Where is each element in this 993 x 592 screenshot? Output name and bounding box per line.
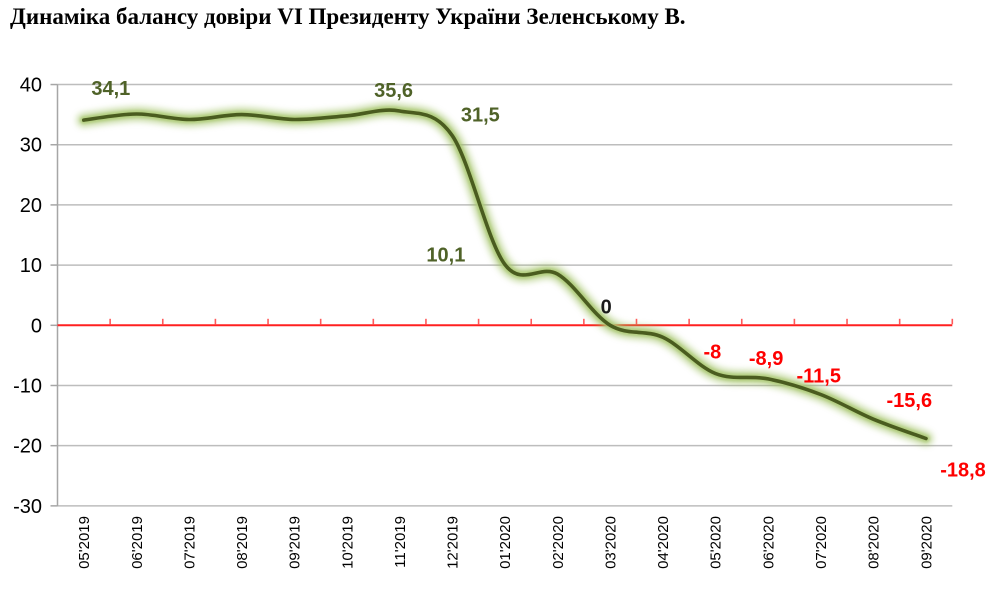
x-axis-label-08'2020: 08'2020 [866, 516, 883, 569]
point-label-03'2020: 0 [601, 296, 612, 318]
x-axis-label-07'2020: 07'2020 [813, 516, 830, 569]
point-label-11'2019: 35,6 [374, 80, 413, 102]
point-label-06'2020: -8,9 [749, 348, 783, 370]
x-axis-label-09'2020: 09'2020 [918, 516, 935, 569]
trust-line [82, 108, 928, 441]
point-label-05'2019: 34,1 [91, 78, 130, 100]
point-label-05'2020: -8 [704, 342, 722, 364]
y-axis-label--30: -30 [13, 496, 42, 518]
x-axis-label-12'2019: 12'2019 [445, 516, 462, 569]
point-label-09'2020: -18,8 [940, 460, 986, 482]
point-label-12'2019: 31,5 [461, 105, 500, 127]
point-label-08'2020: -15,6 [887, 390, 933, 412]
x-axis-label-08'2019: 08'2019 [234, 516, 251, 569]
x-axis-label-06'2019: 06'2019 [129, 516, 146, 569]
x-axis-label-03'2020: 03'2020 [602, 516, 619, 569]
x-axis-label-05'2020: 05'2020 [708, 516, 725, 569]
x-axis-label-11'2019: 11'2019 [392, 516, 409, 568]
y-axis-label--10: -10 [13, 375, 42, 397]
x-axis-label-10'2019: 10'2019 [339, 516, 356, 569]
point-label-01'2020: 10,1 [426, 245, 465, 267]
y-axis-label--20: -20 [13, 436, 42, 458]
y-axis-label-10: 10 [20, 255, 42, 277]
y-axis-label-40: 40 [20, 75, 42, 97]
x-axis-label-07'2019: 07'2019 [181, 516, 198, 569]
x-axis-label-09'2019: 09'2019 [287, 516, 304, 569]
x-axis-label-02'2020: 02'2020 [550, 516, 567, 569]
y-axis-label-20: 20 [20, 195, 42, 217]
y-axis-label-30: 30 [20, 135, 42, 157]
page-title: Динаміка балансу довіри VI Президенту Ук… [10, 4, 686, 29]
point-label-07'2020: -11,5 [796, 366, 840, 388]
x-axis-label-05'2019: 05'2019 [76, 516, 93, 569]
x-axis-label-06'2020: 06'2020 [760, 516, 777, 569]
x-axis-label-01'2020: 01'2020 [497, 516, 514, 569]
x-axis-label-04'2020: 04'2020 [655, 516, 672, 569]
y-axis-label-0: 0 [31, 315, 42, 337]
